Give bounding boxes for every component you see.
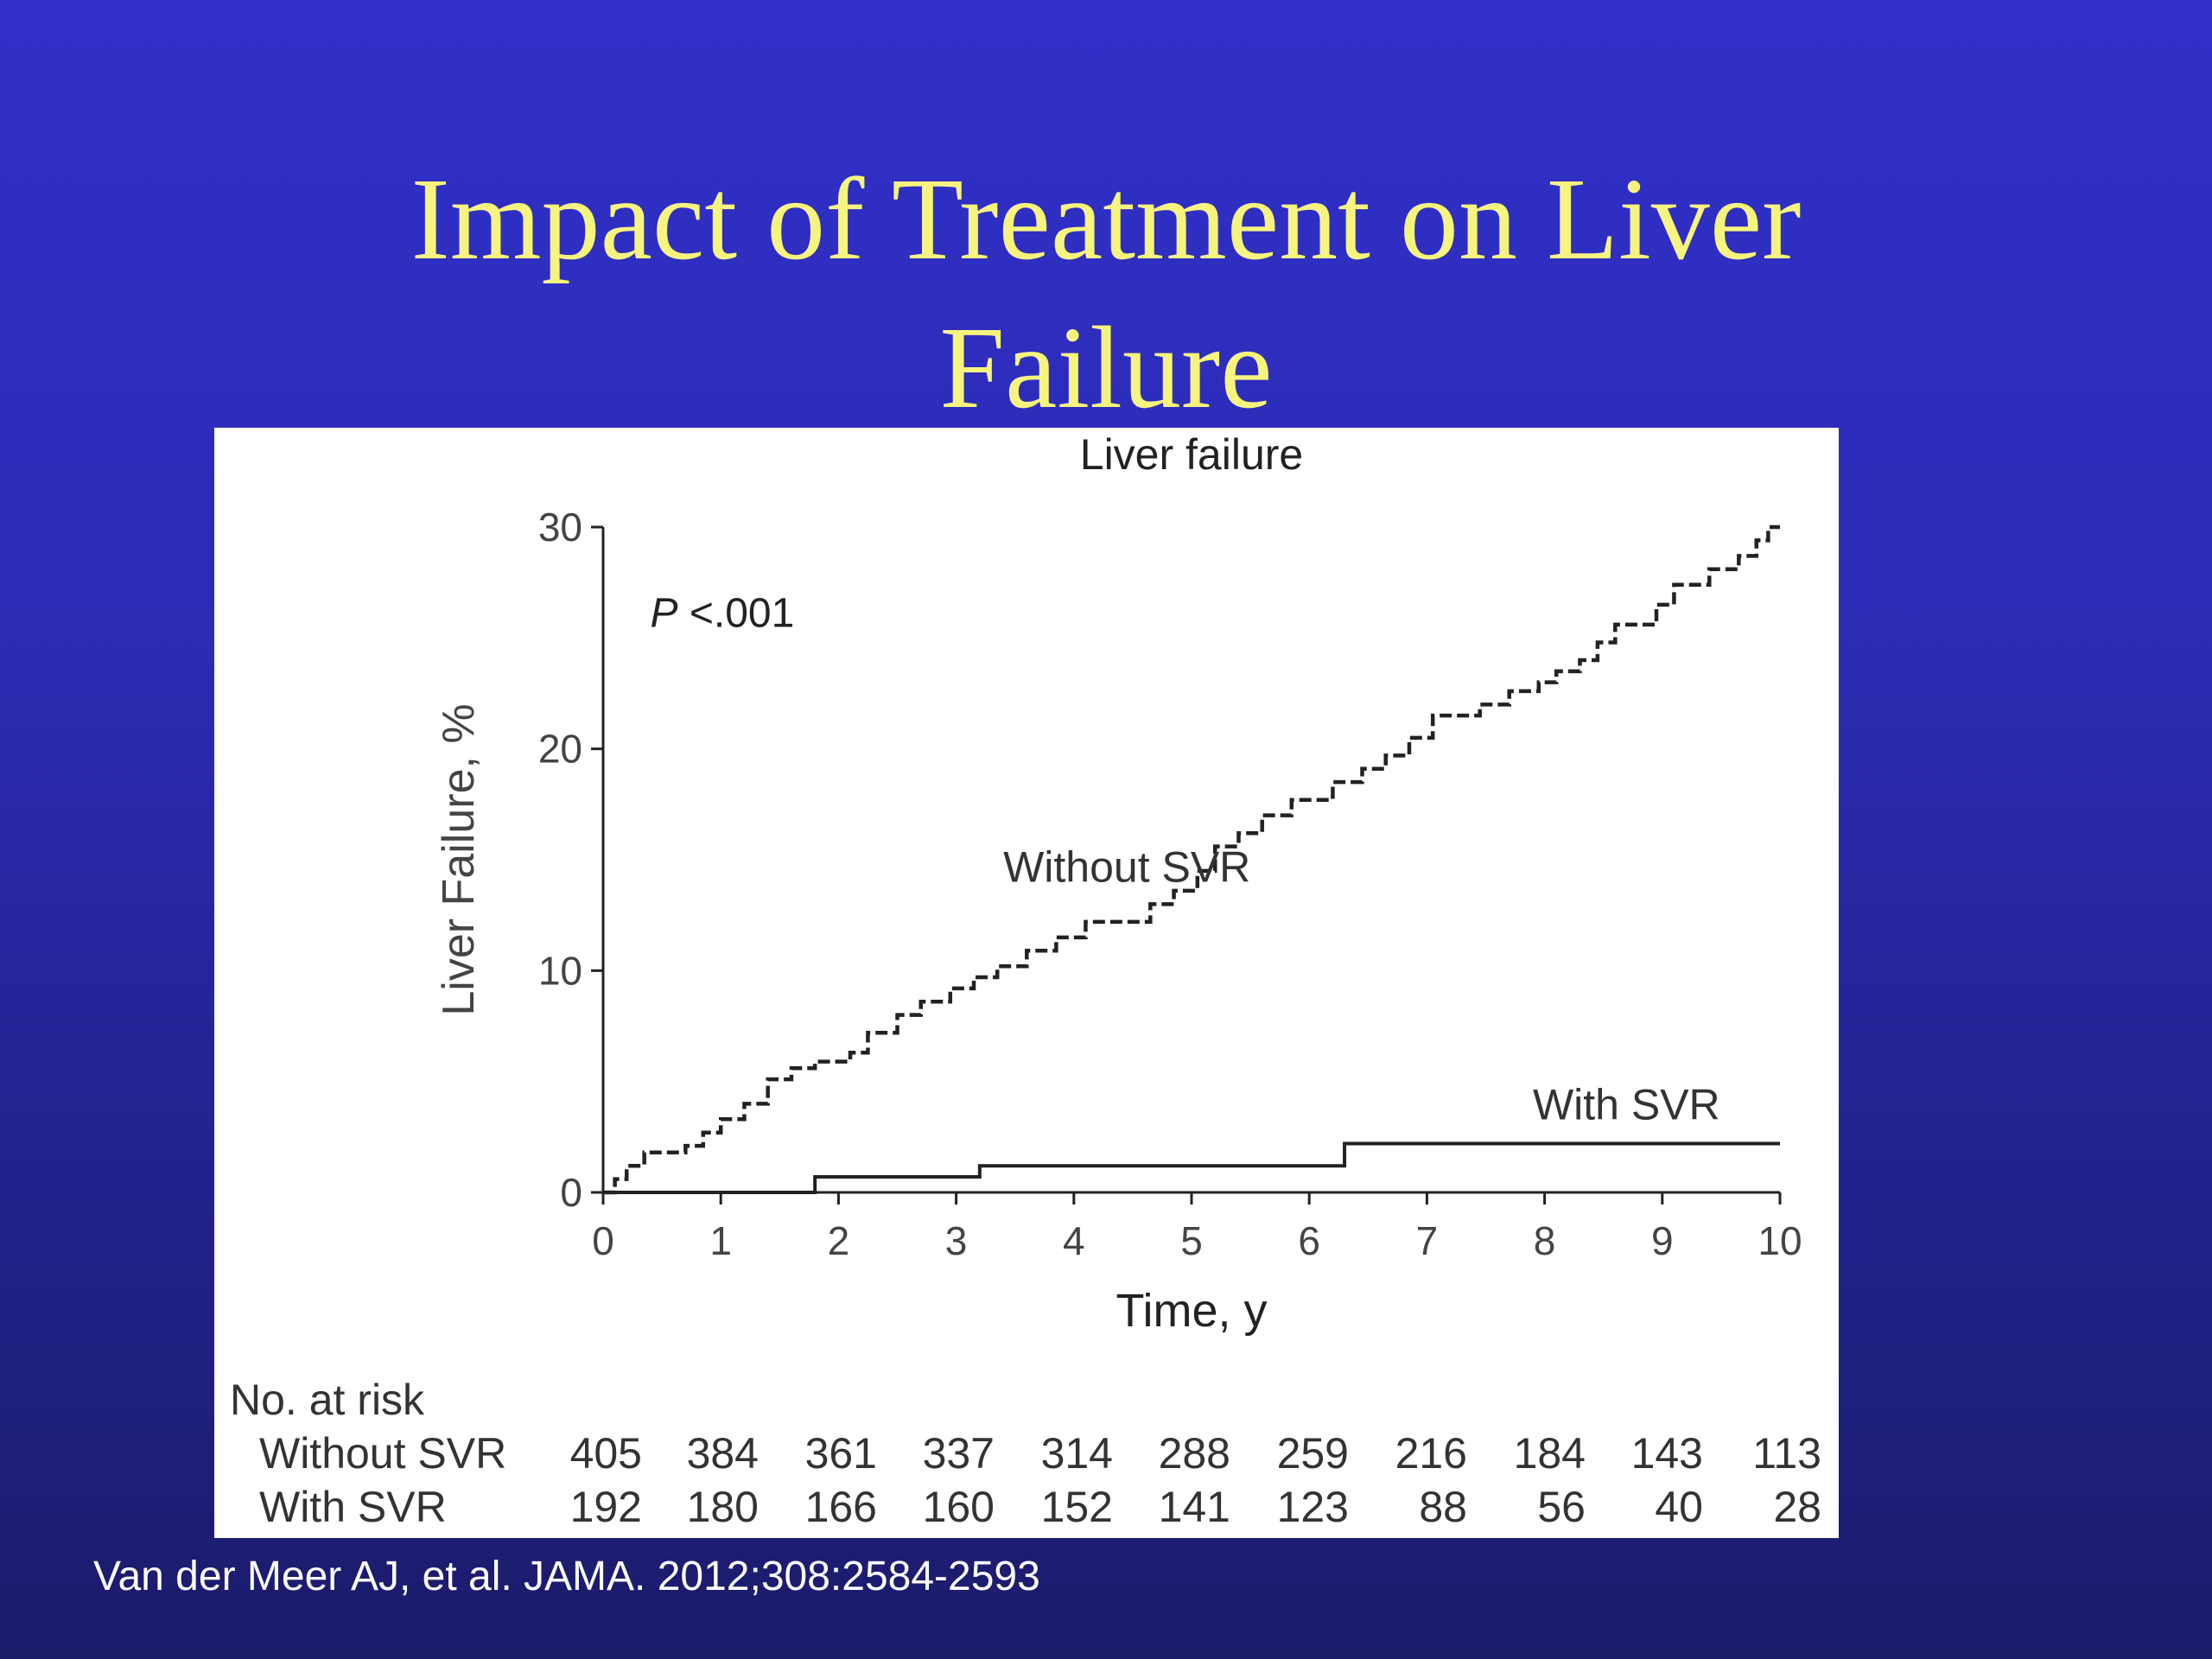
slide-title: Impact of Treatment on Liver Failure xyxy=(216,145,1996,442)
risk-cell: 143 xyxy=(1631,1429,1703,1478)
risk-cell: 216 xyxy=(1395,1429,1467,1478)
risk-cell: 314 xyxy=(1041,1429,1113,1478)
risk-table-heading: No. at risk xyxy=(230,1376,425,1424)
risk-cell: 259 xyxy=(1277,1429,1349,1478)
risk-row-label: Without SVR xyxy=(259,1429,506,1478)
series-line-without-svr xyxy=(603,524,1780,1195)
citation: Van der Meer AJ, et al. JAMA. 2012;308:2… xyxy=(93,1554,1040,1599)
p-value-prefix: P xyxy=(650,591,677,637)
x-tick-label: 3 xyxy=(945,1218,968,1263)
p-value-annotation: P <.001 xyxy=(650,591,794,637)
risk-cell: 40 xyxy=(1655,1483,1703,1531)
x-tick-label: 4 xyxy=(1063,1218,1085,1263)
x-tick-label: 7 xyxy=(1416,1218,1439,1263)
slide-title-line-2: Failure xyxy=(939,303,1273,433)
risk-cell: 141 xyxy=(1159,1483,1230,1531)
risk-cell: 337 xyxy=(923,1429,995,1478)
x-tick-label: 8 xyxy=(1534,1218,1556,1263)
x-tick-label: 10 xyxy=(1758,1218,1802,1263)
slide-title-line-1: Impact of Treatment on Liver xyxy=(410,155,1802,284)
x-axis-label: Time, y xyxy=(1116,1285,1268,1337)
risk-cell: 192 xyxy=(570,1483,642,1531)
risk-cell: 160 xyxy=(923,1483,995,1531)
p-value-text: <.001 xyxy=(677,591,794,637)
x-tick-label: 5 xyxy=(1180,1218,1203,1263)
y-tick-label: 20 xyxy=(538,727,582,772)
risk-cell: 180 xyxy=(687,1483,759,1531)
risk-cell: 56 xyxy=(1537,1483,1586,1531)
risk-cell: 184 xyxy=(1514,1429,1586,1478)
risk-cell: 384 xyxy=(687,1429,759,1478)
risk-cell: 113 xyxy=(1752,1429,1821,1478)
x-tick-label: 2 xyxy=(828,1218,850,1263)
x-tick-label: 0 xyxy=(592,1218,614,1263)
risk-cell: 166 xyxy=(805,1483,877,1531)
x-tick-label: 6 xyxy=(1298,1218,1320,1263)
risk-cell: 361 xyxy=(805,1429,877,1478)
y-tick-label: 10 xyxy=(538,948,582,993)
risk-cell: 405 xyxy=(570,1429,642,1478)
risk-cell: 28 xyxy=(1773,1483,1821,1531)
risk-cell: 288 xyxy=(1159,1429,1230,1478)
y-tick-label: 30 xyxy=(538,505,582,550)
risk-cell: 123 xyxy=(1277,1483,1349,1531)
x-tick-label: 1 xyxy=(709,1218,732,1263)
y-tick-label: 0 xyxy=(560,1170,582,1215)
chart-title: Liver failure xyxy=(1080,430,1303,479)
series-label-without-svr: Without SVR xyxy=(1003,843,1250,892)
series-line-with-svr xyxy=(603,1141,1780,1194)
risk-cell: 152 xyxy=(1041,1483,1113,1531)
risk-cell: 88 xyxy=(1419,1483,1467,1531)
series-label-with-svr: With SVR xyxy=(1533,1080,1720,1128)
risk-row-label: With SVR xyxy=(259,1483,447,1531)
y-axis-label: Liver Failure, % xyxy=(434,703,484,1015)
x-tick-label: 9 xyxy=(1651,1218,1674,1263)
